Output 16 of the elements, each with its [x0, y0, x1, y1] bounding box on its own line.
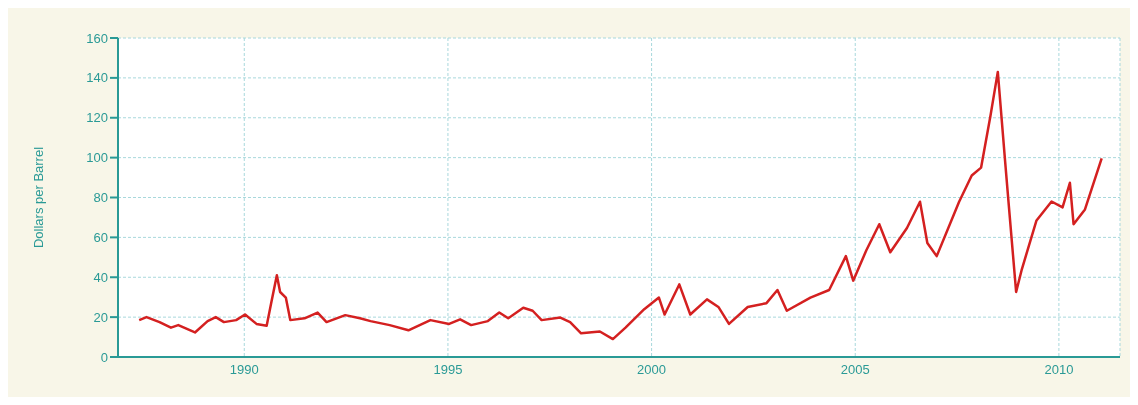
y-axis-title: Dollars per Barrel: [30, 146, 46, 249]
y-tick-label: 80: [93, 190, 108, 206]
x-tick-label: 2010: [1044, 362, 1074, 378]
x-tick-label: 1995: [433, 362, 463, 378]
y-tick-label: 100: [86, 150, 108, 166]
y-tick-label: 120: [86, 110, 108, 126]
y-tick-label: 40: [93, 269, 108, 285]
y-tick-label: 60: [93, 229, 108, 245]
line-series: [137, 70, 1103, 341]
x-tick-label: 2005: [840, 362, 870, 378]
y-tick-label: 140: [86, 70, 108, 86]
y-tick-label: 20: [93, 309, 108, 325]
x-tick-label: 1990: [229, 362, 259, 378]
x-tick-label: 2000: [637, 362, 667, 378]
y-tick-label: 0: [100, 349, 108, 365]
y-tick-label: 160: [86, 30, 108, 46]
